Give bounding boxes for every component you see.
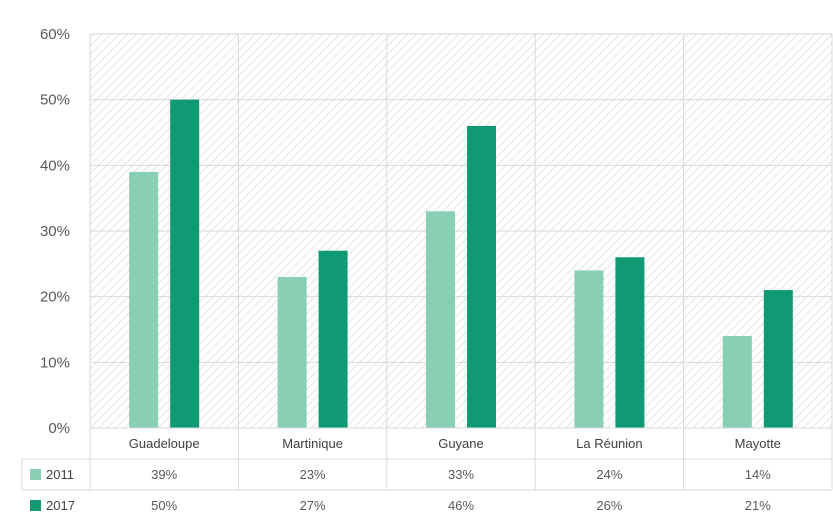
legend-label: 2011 xyxy=(46,467,74,482)
bar-2011-Martinique xyxy=(277,276,307,428)
legend-swatch-2017 xyxy=(30,500,41,511)
y-tick-label: 20% xyxy=(40,289,70,306)
y-tick-label: 10% xyxy=(40,354,70,371)
data-label: 39% xyxy=(151,467,177,482)
y-tick-label: 60% xyxy=(40,26,70,43)
category-label: La Réunion xyxy=(576,436,643,451)
data-label: 23% xyxy=(300,467,326,482)
y-tick-label: 30% xyxy=(40,223,70,240)
bar-2017-Mayotte xyxy=(763,290,793,428)
data-label: 14% xyxy=(745,467,771,482)
data-label: 46% xyxy=(448,498,474,513)
bar-2011-Guadeloupe xyxy=(129,171,159,428)
data-table: Guadeloupe Martinique Guyane La Réunion Mayo… xyxy=(21,427,832,513)
data-label: 27% xyxy=(300,498,326,513)
y-tick-label: 50% xyxy=(40,92,70,109)
bar-2011-La Réunion xyxy=(574,270,604,428)
bar-2011-Guyane xyxy=(426,211,455,428)
category-label: Guadeloupe xyxy=(129,436,200,451)
gridlines xyxy=(89,33,833,490)
category-label: Mayotte xyxy=(735,436,781,451)
bar-2017-Guadeloupe xyxy=(170,99,200,429)
data-label: 21% xyxy=(745,498,771,513)
bar-2017-Martinique xyxy=(318,250,348,428)
bar-2017-La Réunion xyxy=(615,257,645,428)
data-label: 26% xyxy=(596,498,622,513)
y-tick-label: 0% xyxy=(48,420,70,437)
category-label: Martinique xyxy=(282,436,343,451)
y-tick-label: 40% xyxy=(40,157,70,174)
bar-2011-Mayotte xyxy=(722,336,752,428)
bar-2017-Guyane xyxy=(467,125,496,428)
legend-label: 2017 xyxy=(46,498,75,513)
legend-swatch-2011 xyxy=(30,469,41,480)
data-label: 24% xyxy=(596,467,622,482)
data-label: 33% xyxy=(448,467,474,482)
bars xyxy=(129,99,793,429)
y-axis-ticks: 0% 10% 20% 30% 40% 50% 60% xyxy=(40,26,70,437)
data-label: 50% xyxy=(151,498,177,513)
category-label: Guyane xyxy=(438,436,484,451)
